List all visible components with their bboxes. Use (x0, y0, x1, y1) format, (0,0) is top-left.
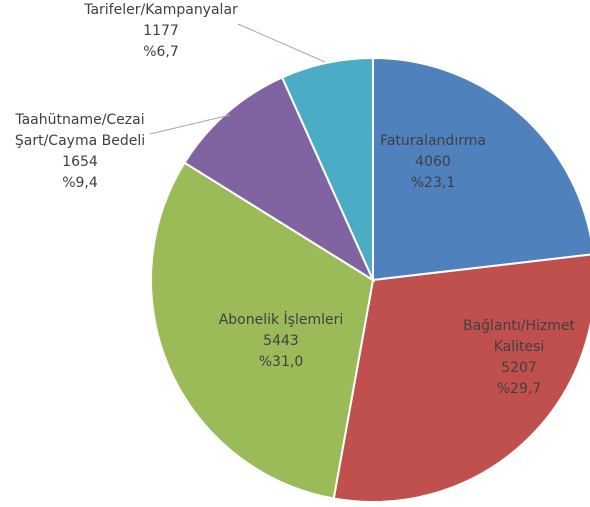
slice-percent: %31,0 (259, 354, 303, 370)
label-line: Abonelik İşlemleri (219, 310, 344, 328)
slice (332, 253, 590, 503)
slice-value: 1654 (62, 154, 98, 170)
slice-percent: %9,4 (62, 175, 98, 191)
slice-percent: %29,7 (497, 381, 541, 397)
slice-label: Bağlantı/Hizmet Kalitesi (463, 318, 576, 355)
leader-line (237, 23, 326, 63)
label-line: Şart/Cayma Bedeli (15, 133, 145, 149)
slice-percent: %6,7 (143, 44, 179, 60)
slice-label: Taahütname/Cezai Şart/Cayma Bedeli (14, 112, 145, 149)
label-line: Tarifeler/Kampanyalar (83, 2, 238, 18)
slice-label: Tarifeler/Kampanyalar (83, 2, 238, 18)
slice-value: 4060 (415, 154, 451, 170)
slice (372, 56, 590, 282)
slice (150, 161, 375, 500)
label-line: Faturalandırma (380, 133, 486, 149)
slice-value: 1177 (143, 23, 179, 39)
label-line: Kalitesi (494, 339, 545, 355)
label-line: Bağlantı/Hizmet (463, 318, 576, 334)
slice-percent: %23,1 (411, 175, 455, 191)
slice-value: 5207 (501, 360, 537, 376)
slice (280, 56, 374, 281)
slice-label: Faturalandırma (380, 133, 486, 149)
leader-line (149, 114, 231, 135)
slice-label: Abonelik İşlemleri (219, 310, 344, 328)
label-line: Taahütname/Cezai (14, 112, 144, 128)
slice-value: 5443 (263, 333, 299, 349)
slice (183, 76, 376, 283)
